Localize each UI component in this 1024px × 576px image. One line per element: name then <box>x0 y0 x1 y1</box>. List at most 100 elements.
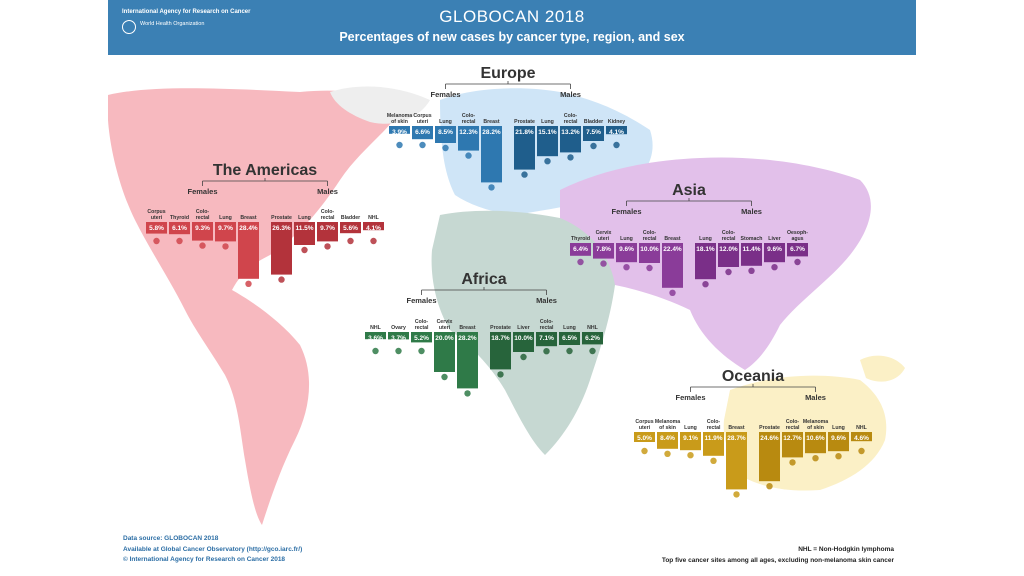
value-label-male-colo-rectal-africa: 7.1% <box>539 335 554 342</box>
category-label-female-breast-africa: Breast <box>459 325 475 331</box>
who-emblem-icon <box>122 20 136 34</box>
value-label-male-liver-asia: 9.6% <box>767 246 782 253</box>
category-label-male-colo-rectal-europe: Colo-rectal <box>564 113 578 125</box>
bar-female-colo-rectal-europe <box>458 126 479 151</box>
bracket-africa <box>421 287 547 295</box>
value-label-female-colo-rectal-the-americas: 9.3% <box>195 225 210 232</box>
bar-male-colo-rectal-asia <box>718 243 739 267</box>
organ-icon-female-breast-oceania <box>733 491 740 498</box>
females-label-asia: Females <box>611 207 641 216</box>
organ-icon-male-lung-europe <box>544 158 551 165</box>
page-title: GLOBOCAN 2018 <box>439 7 585 26</box>
bar-female-breast-africa <box>457 332 478 389</box>
organ-icon-male-colo-rectal-oceania <box>789 459 796 466</box>
males-label-oceania: Males <box>805 393 826 402</box>
organ-icon-male-lung-oceania <box>835 453 842 460</box>
category-label-female-lung-oceania: Lung <box>684 425 697 431</box>
footer-line-3: © International Agency for Research on C… <box>123 556 286 563</box>
organ-icon-male-colo-rectal-asia <box>725 268 732 276</box>
bar-male-nhl-oceania <box>851 432 872 442</box>
bracket-asia <box>626 198 752 206</box>
females-label-the-americas: Females <box>187 187 217 196</box>
value-label-male-nhl-africa: 6.2% <box>585 335 600 342</box>
organ-icon-female-colo-rectal-the-americas <box>199 242 206 249</box>
organ-icon-female-corpus-uteri-the-americas <box>153 237 160 245</box>
organ-icon-female-colo-rectal-africa <box>418 347 425 355</box>
category-label-female-colo-rectal-the-americas: Colo-rectal <box>196 209 210 221</box>
organ-icon-male-kidney-europe <box>613 141 620 149</box>
organ-icon-male-lung-africa <box>566 347 573 355</box>
value-label-female-melanoma-of-skin-europe: 3.9% <box>392 129 407 136</box>
males-label-the-americas: Males <box>317 187 338 196</box>
bar-female-colo-rectal-the-americas <box>192 222 213 241</box>
females-label-africa: Females <box>406 296 436 305</box>
value-label-female-lung-europe: 8.5% <box>438 129 453 136</box>
bar-female-breast-oceania <box>726 432 747 490</box>
category-label-male-nhl-africa: NHL <box>587 325 598 331</box>
organ-icon-male-prostate-oceania <box>766 483 773 490</box>
organ-icon-female-corpus-uteri-europe <box>419 141 426 149</box>
value-label-female-thyroid-the-americas: 6.1% <box>172 225 187 232</box>
value-label-female-thyroid-asia: 6.4% <box>573 246 588 253</box>
females-label-oceania: Females <box>675 393 705 402</box>
value-label-male-melanoma-of-skin-oceania: 10.6% <box>806 435 825 442</box>
bar-male-bladder-the-americas <box>340 222 361 234</box>
category-label-female-breast-the-americas: Breast <box>240 215 256 221</box>
organ-icon-male-oesoph-agus-asia <box>794 258 801 266</box>
organ-icon-male-bladder-europe <box>590 142 597 150</box>
bracket-europe <box>445 81 571 89</box>
bar-female-lung-oceania <box>680 432 701 451</box>
value-label-female-nhl-africa: 3.6% <box>368 335 383 342</box>
bar-female-lung-the-americas <box>215 222 236 242</box>
organ-icon-male-colo-rectal-africa <box>543 348 550 355</box>
category-label-male-prostate-oceania: Prostate <box>759 425 780 431</box>
region-title-africa: Africa <box>461 271 506 288</box>
category-label-female-melanoma-of-skin-europe: Melanoma of skin <box>387 113 412 125</box>
bar-female-colo-rectal-asia <box>639 243 660 263</box>
organ-icon-female-lung-asia <box>623 264 630 271</box>
organ-icon-female-breast-the-americas <box>245 280 252 287</box>
value-label-male-nhl-oceania: 4.6% <box>854 435 869 442</box>
organ-icon-female-lung-europe <box>442 144 449 152</box>
category-label-female-breast-europe: Breast <box>483 119 499 125</box>
bar-male-colo-rectal-oceania <box>782 432 803 458</box>
bar-male-liver-africa <box>513 332 534 352</box>
organ-icon-male-colo-rectal-the-americas <box>324 243 331 250</box>
category-label-male-nhl-oceania: NHL <box>856 425 867 431</box>
bar-female-corpus-uteri-oceania <box>634 432 655 442</box>
organ-icon-male-liver-asia <box>771 264 778 271</box>
bar-male-prostate-africa <box>490 332 511 370</box>
bar-male-colo-rectal-the-americas <box>317 222 338 242</box>
value-label-female-breast-europe: 28.2% <box>482 129 501 136</box>
bar-female-breast-the-americas <box>238 222 259 279</box>
bar-male-lung-the-americas <box>294 222 315 245</box>
category-label-female-breast-asia: Breast <box>664 236 680 242</box>
value-label-female-breast-africa: 28.2% <box>458 335 477 342</box>
bar-female-corpus-uteri-europe <box>412 126 433 140</box>
map-arctic <box>330 86 430 124</box>
chart-asia: Asia Females Males Thyroid 6.4% Cervix uteri 7.… <box>570 182 808 296</box>
bar-male-bladder-europe <box>583 126 604 141</box>
bracket-the-americas <box>202 178 328 186</box>
bar-male-colo-rectal-africa <box>536 332 557 347</box>
bar-male-lung-asia <box>695 243 716 280</box>
bar-male-nhl-the-americas <box>363 222 384 231</box>
map-oceania-islands <box>860 355 905 382</box>
males-label-africa: Males <box>536 296 557 305</box>
value-label-male-colo-rectal-oceania: 12.7% <box>783 435 802 442</box>
category-label-male-prostate-the-americas: Prostate <box>271 215 292 221</box>
category-label-male-lung-europe: Lung <box>541 119 554 125</box>
value-label-female-ovary-africa: 3.7% <box>391 335 406 342</box>
organ-icon-female-ovary-africa <box>395 347 402 355</box>
category-label-female-corpus-uteri-the-americas: Corpus uteri <box>147 209 165 221</box>
organ-icon-female-melanoma-of-skin-europe <box>396 141 403 149</box>
value-label-female-lung-oceania: 9.1% <box>683 435 698 442</box>
region-title-asia: Asia <box>672 182 706 199</box>
organ-icon-female-nhl-africa <box>372 347 379 355</box>
bar-female-breast-asia <box>662 243 683 288</box>
males-label-europe: Males <box>560 90 581 99</box>
footer-source: Data source: GLOBOCAN 2018 Available at … <box>123 534 302 566</box>
value-label-male-lung-asia: 18.1% <box>696 246 715 253</box>
value-label-female-melanoma-of-skin-oceania: 8.4% <box>660 435 675 442</box>
